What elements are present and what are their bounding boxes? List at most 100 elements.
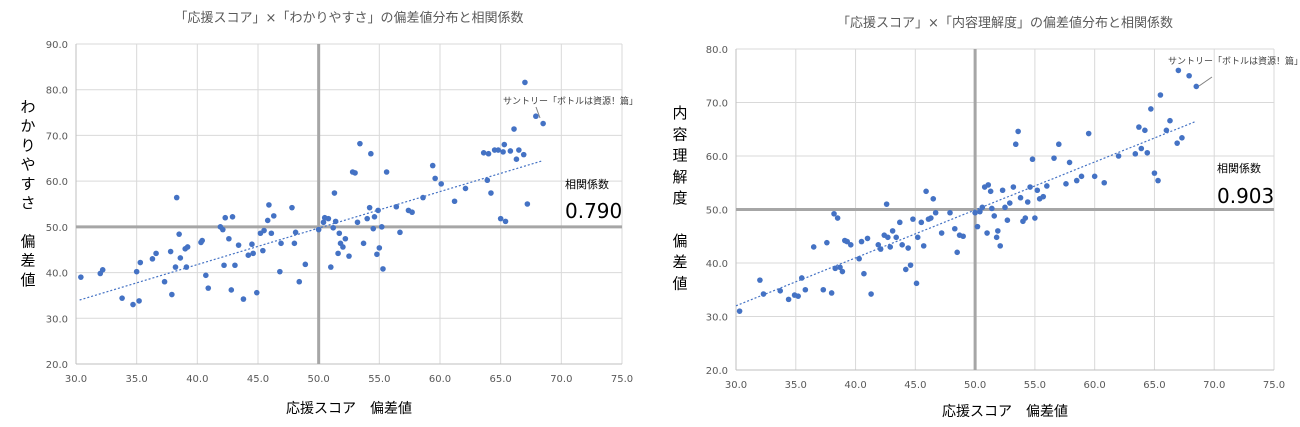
- right-data-point: [989, 205, 995, 212]
- right-data-point: [893, 234, 900, 241]
- right-data-point: [1078, 173, 1085, 180]
- left-data-point: [364, 215, 371, 222]
- left-data-point: [161, 278, 168, 285]
- right-data-point: [868, 291, 874, 297]
- right-correlation-value: 0.903: [1217, 184, 1274, 208]
- left-x-tick-label: 50.0: [308, 374, 330, 385]
- left-data-point: [370, 225, 377, 232]
- right-data-point: [795, 293, 801, 299]
- right-data-point: [914, 234, 921, 241]
- right-y-axis-label-char: 値: [672, 274, 687, 292]
- left-data-point: [342, 235, 349, 242]
- right-data-point: [847, 242, 854, 248]
- right-data-point: [1144, 149, 1151, 156]
- left-data-point: [332, 218, 339, 225]
- right-x-tick-label: 60.0: [1084, 380, 1106, 391]
- left-x-tick-label: 30.0: [65, 374, 87, 385]
- right-y-tick-label: 80.0: [706, 45, 728, 56]
- right-x-tick-label: 70.0: [1203, 380, 1225, 391]
- right-y-axis-label-char: 差: [672, 253, 687, 271]
- right-data-point: [1032, 215, 1038, 221]
- left-data-point: [292, 229, 299, 236]
- left-y-axis-label-char: 値: [20, 271, 35, 289]
- left-data-point: [540, 120, 546, 127]
- right-x-tick-label: 55.0: [1024, 380, 1046, 391]
- left-chart-title: 「応援スコア」×「わかりやすさ」の偏差値分布と相関係数: [175, 10, 524, 26]
- left-data-point: [119, 295, 125, 301]
- right-annotation-label: サントリー「ボトルは資源！篇」: [1168, 55, 1300, 67]
- right-data-point: [984, 230, 990, 236]
- left-data-point: [296, 278, 303, 285]
- right-annotation-leader: [1198, 76, 1213, 87]
- right-data-point: [910, 216, 916, 222]
- right-data-point: [1157, 92, 1164, 98]
- right-data-point: [877, 246, 884, 252]
- right-data-point: [1186, 72, 1192, 79]
- left-annotation-leader: [535, 106, 541, 119]
- right-data-point: [777, 288, 784, 294]
- right-chart-title: 「応援スコア」×「内容理解度」の偏差値分布と相関係数: [837, 15, 1173, 31]
- right-data-point: [883, 201, 890, 207]
- left-data-point: [253, 289, 260, 296]
- right-data-point: [858, 238, 865, 245]
- right-data-point: [913, 280, 920, 287]
- right-data-point: [938, 230, 945, 236]
- left-data-point: [229, 214, 236, 220]
- left-y-axis-label-char: か: [20, 117, 35, 135]
- left-data-point: [325, 215, 332, 222]
- left-data-point: [375, 207, 381, 214]
- left-data-point: [371, 214, 378, 220]
- left-y-tick-label: 80.0: [46, 86, 68, 97]
- right-data-point: [844, 238, 850, 245]
- right-data-point: [831, 210, 837, 217]
- left-data-point: [507, 148, 514, 154]
- left-y-axis-label-char: や: [20, 156, 35, 174]
- right-y-axis-label-char: 偏: [672, 232, 687, 250]
- right-data-point: [1155, 177, 1161, 184]
- left-data-point: [383, 169, 390, 175]
- right-data-point: [824, 239, 830, 246]
- left-y-axis-label-char: り: [20, 136, 35, 154]
- right-data-point: [1022, 215, 1029, 221]
- left-data-point: [378, 224, 385, 230]
- left-data-point: [203, 272, 209, 279]
- left-data-point: [149, 256, 156, 262]
- left-data-point: [264, 217, 271, 224]
- right-data-point: [1063, 181, 1069, 187]
- right-x-tick-label: 30.0: [725, 380, 747, 391]
- left-data-point: [240, 296, 247, 302]
- right-data-point: [1163, 127, 1170, 134]
- right-data-point: [828, 290, 835, 296]
- left-data-point: [522, 79, 528, 86]
- right-data-point: [960, 233, 966, 240]
- left-data-point: [169, 291, 175, 298]
- right-data-point: [1138, 145, 1145, 152]
- chart-right-svg: 「応援スコア」×「内容理解度」の偏差値分布と相関係数 30.0 35.0 40.0 45…: [672, 15, 1300, 420]
- left-data-point: [336, 230, 343, 237]
- left-data-point: [250, 250, 256, 257]
- right-data-point: [985, 182, 992, 188]
- left-x-axis-label: 応援スコア 偏差値: [286, 401, 412, 417]
- right-data-point: [947, 209, 953, 216]
- left-data-point: [266, 202, 272, 208]
- right-data-point: [1132, 151, 1139, 157]
- left-x-tick-label: 70.0: [550, 374, 572, 385]
- right-y-axis-label-char: 度: [672, 189, 687, 207]
- left-data-point: [524, 201, 531, 207]
- left-data-point: [376, 245, 383, 251]
- right-x-tick-label: 50.0: [964, 380, 986, 391]
- left-correlation-label: 相関係数: [565, 178, 609, 191]
- left-data-point: [438, 181, 445, 187]
- left-data-point: [277, 268, 283, 275]
- right-data-point: [951, 225, 958, 232]
- left-data-point: [221, 262, 227, 269]
- left-data-point: [480, 150, 487, 156]
- left-y-tick-label: 30.0: [46, 314, 68, 325]
- left-data-point: [330, 224, 337, 231]
- right-data-point: [1066, 159, 1073, 166]
- right-y-tick-label: 30.0: [706, 313, 728, 324]
- left-data-point: [409, 209, 415, 216]
- right-data-point: [1040, 193, 1047, 200]
- right-y-axis-label-char: 内: [672, 104, 687, 122]
